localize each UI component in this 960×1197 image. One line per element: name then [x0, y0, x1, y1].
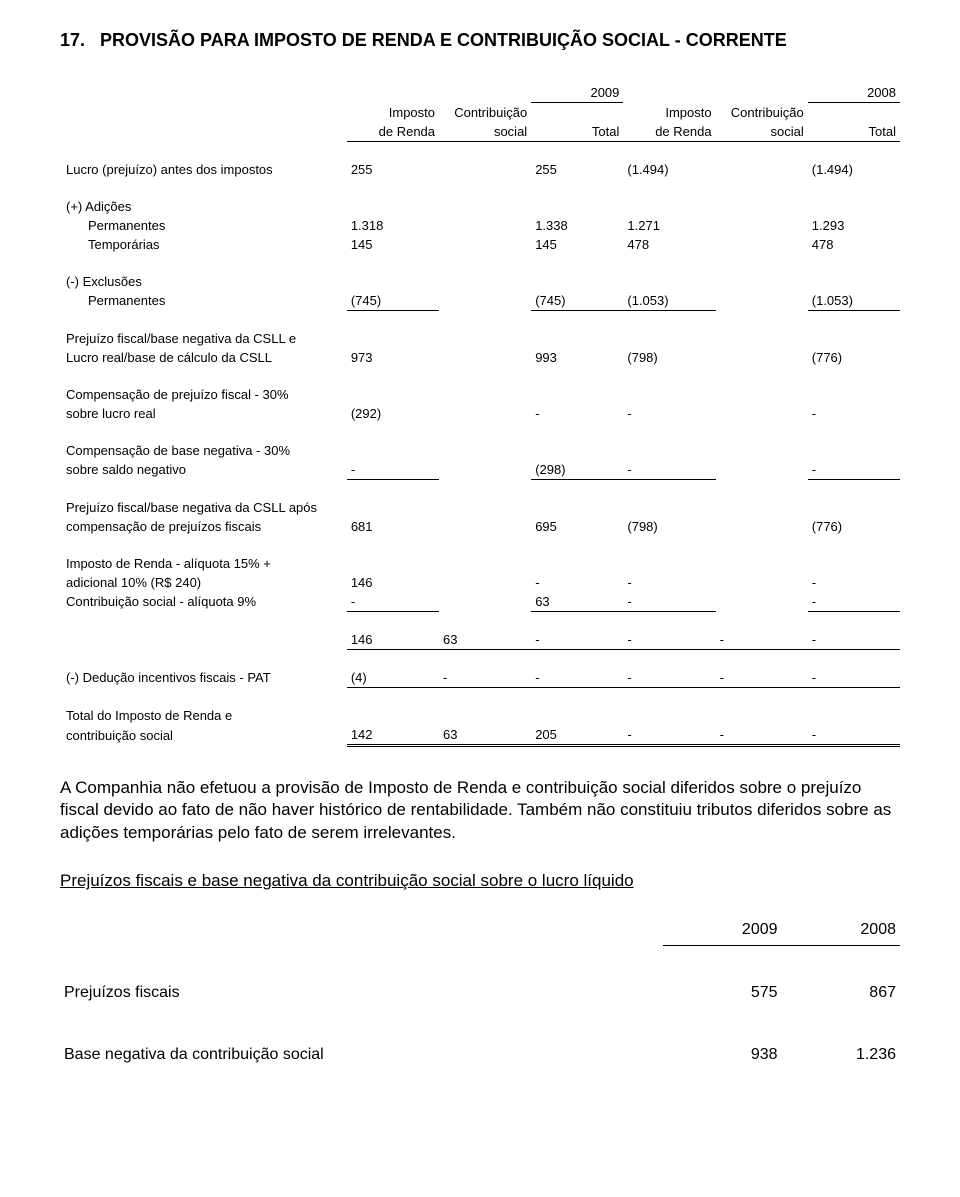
label-comp-pf1: Compensação de prejuízo fiscal - 30% [60, 385, 347, 404]
small-row-2: Base negativa da contribuição social 938… [60, 1040, 900, 1070]
row-pfbn2: Lucro real/base de cálculo da CSLL 97399… [60, 348, 900, 367]
explanatory-paragraph: A Companhia não efetuou a provisão de Im… [60, 777, 900, 846]
page: 17. PROVISÃO PARA IMPOSTO DE RENDA E CON… [0, 0, 960, 1110]
row-subtotal: 146 63 - - - - [60, 630, 900, 650]
label-lucro: Lucro (prejuízo) antes dos impostos [60, 160, 347, 179]
label-total1: Total do Imposto de Renda e [60, 706, 347, 725]
row-cs: Contribuição social - alíquota 9% -63 -- [60, 592, 900, 612]
section-title: PROVISÃO PARA IMPOSTO DE RENDA E CONTRIB… [100, 30, 787, 51]
label-pfbn-apos1: Prejuízo fiscal/base negativa da CSLL ap… [60, 498, 347, 517]
year-2008: 2008 [808, 83, 900, 103]
row-pfbn-apos2: compensação de prejuízos fiscais 681695 … [60, 517, 900, 536]
row-ir2: adicional 10% (R$ 240) 146- -- [60, 573, 900, 592]
section-heading: 17. PROVISÃO PARA IMPOSTO DE RENDA E CON… [60, 30, 900, 51]
col-cs-2a: Contribuição [716, 103, 808, 122]
small-y1: 2009 [663, 915, 781, 946]
label-adicoes: (+) Adições [60, 197, 347, 216]
label-ir1: Imposto de Renda - alíquota 15% + [60, 554, 347, 573]
row-lucro: Lucro (prejuízo) antes dos impostos 255 … [60, 160, 900, 179]
subtitle: Prejuízos fiscais e base negativa da con… [60, 871, 900, 891]
year-header-row: 2009 2008 [60, 83, 900, 103]
col-ir-2b: de Renda [623, 122, 715, 142]
label-pfbn1: Prejuízo fiscal/base negativa da CSLL e [60, 329, 347, 348]
row-deducao: (-) Dedução incentivos fiscais - PAT (4)… [60, 668, 900, 688]
row-total2: contribuição social 142 63 205 - - - [60, 725, 900, 746]
small-table: 2009 2008 Prejuízos fiscais 575 867 Base… [60, 915, 900, 1070]
col-cs-2b: social [716, 122, 808, 142]
label-comp-bn1: Compensação de base negativa - 30% [60, 441, 347, 460]
col-ir-2a: Imposto [623, 103, 715, 122]
col-ir-1b: de Renda [347, 122, 439, 142]
label-exclusoes: (-) Exclusões [60, 272, 347, 291]
subhead-row-2: de Renda social Total de Renda social To… [60, 122, 900, 142]
col-total-1: Total [531, 122, 623, 142]
row-comp-bn2: sobre saldo negativo -(298) -- [60, 460, 900, 480]
small-row-1: Prejuízos fiscais 575 867 [60, 978, 900, 1008]
tax-table: 2009 2008 Imposto Contribuição Imposto C… [60, 83, 900, 747]
row-perm-add: Permanentes 1.3181.338 1.2711.293 [60, 216, 900, 235]
row-perm-exc: Permanentes (745)(745) (1.053)(1.053) [60, 291, 900, 311]
col-cs-1a: Contribuição [439, 103, 531, 122]
small-y2: 2008 [782, 915, 900, 946]
col-cs-1b: social [439, 122, 531, 142]
small-header: 2009 2008 [60, 915, 900, 946]
year-2009: 2009 [531, 83, 623, 103]
row-temp-add: Temporárias 145145 478478 [60, 235, 900, 254]
section-number: 17. [60, 30, 100, 51]
col-total-2: Total [808, 122, 900, 142]
row-comp-pf2: sobre lucro real (292)- -- [60, 404, 900, 423]
subhead-row-1: Imposto Contribuição Imposto Contribuiçã… [60, 103, 900, 122]
col-ir-1a: Imposto [347, 103, 439, 122]
